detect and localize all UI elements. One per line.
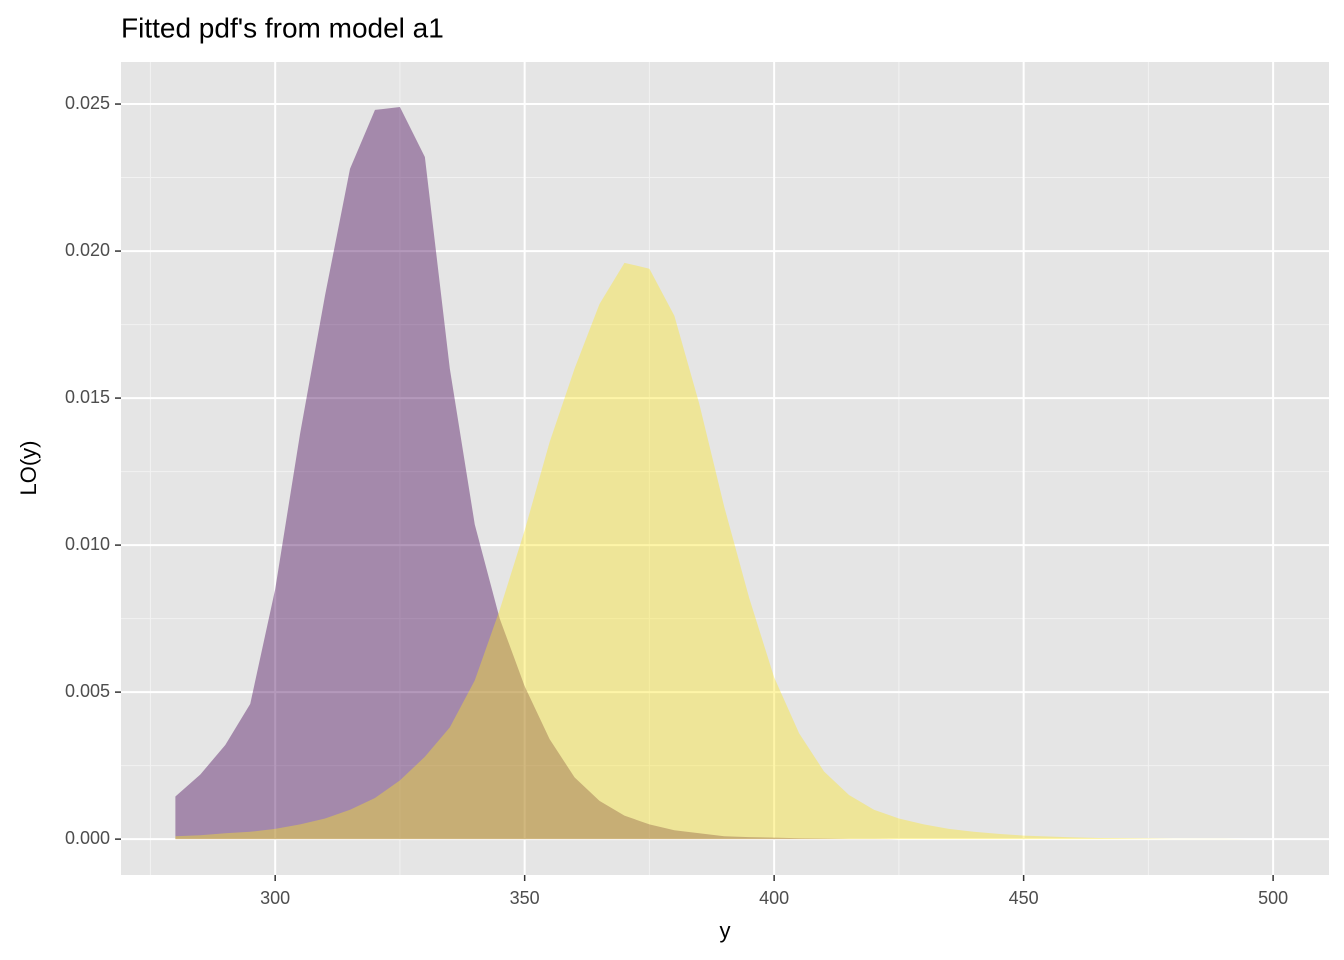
- density-area: [175, 106, 1274, 840]
- x-tick-label: 500: [1258, 888, 1288, 908]
- y-axis-title: LO(y): [16, 441, 41, 496]
- plot-panel: [121, 62, 1329, 875]
- y-tick-label: 0.005: [65, 681, 110, 701]
- x-tick-label: 450: [1009, 888, 1039, 908]
- x-tick-label: 300: [260, 888, 290, 908]
- y-tick-label: 0.020: [65, 240, 110, 260]
- x-tick-label: 400: [759, 888, 789, 908]
- y-tick-label: 0.010: [65, 534, 110, 554]
- density-area: [175, 262, 1274, 840]
- y-tick-label: 0.000: [65, 828, 110, 848]
- x-tick-label: 350: [510, 888, 540, 908]
- chart-title: Fitted pdf's from model a1: [121, 12, 444, 43]
- y-tick-label: 0.025: [65, 93, 110, 113]
- y-tick-label: 0.015: [65, 387, 110, 407]
- x-axis-title: y: [720, 918, 731, 943]
